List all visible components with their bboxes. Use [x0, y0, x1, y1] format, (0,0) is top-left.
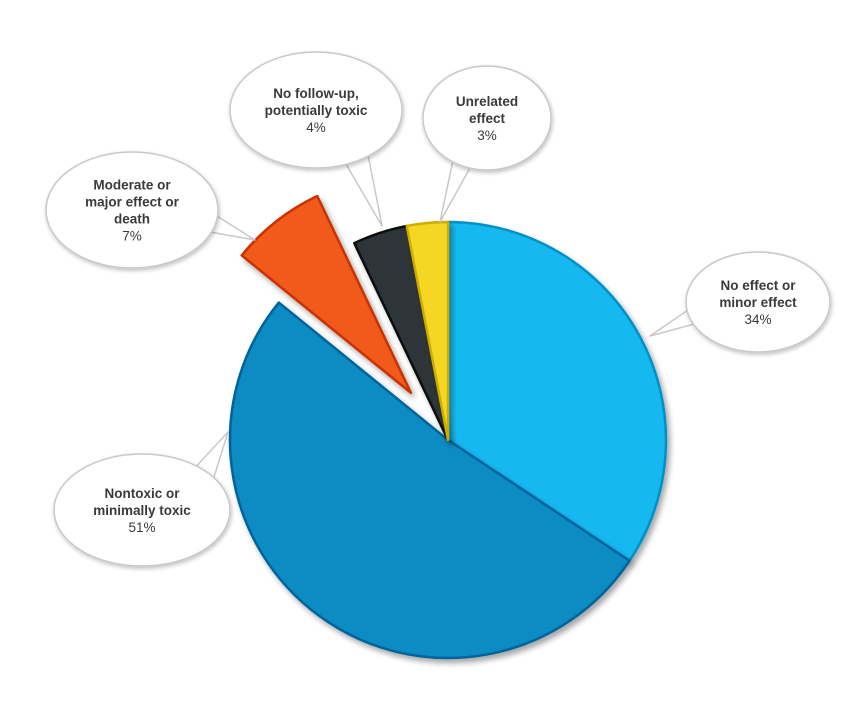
- callout-fill-4: [424, 67, 550, 169]
- callout-fill-0: [687, 253, 829, 351]
- slice-label-1-line-0: Nontoxic or: [104, 486, 180, 501]
- slice-label-2-line-0: Moderate or: [93, 178, 171, 193]
- slice-label-0-line-0: No effect or: [720, 278, 796, 293]
- callout-3: No follow-up, potentially toxic 4%: [229, 51, 403, 227]
- slice-value-4: 3%: [477, 128, 497, 143]
- slice-value-2: 7%: [122, 229, 142, 244]
- slice-value-1: 51%: [128, 520, 155, 535]
- callout-2: Moderate or major effect or death 7%: [45, 151, 256, 269]
- slice-value-0: 34%: [744, 312, 771, 327]
- callout-pointer-4: [439, 158, 472, 223]
- slice-label-2-line-2: death: [114, 212, 150, 227]
- callout-pointer-3: [344, 152, 383, 227]
- pie-slice-1: [228, 301, 631, 660]
- callout-1: Nontoxic or minimally toxic 51%: [53, 431, 231, 567]
- slice-value-3: 4%: [306, 120, 326, 135]
- callout-fill-3: [231, 53, 401, 167]
- callout-fill-1: [55, 455, 229, 565]
- slice-label-4-line-1: effect: [469, 111, 506, 126]
- slice-label-3-line-0: No follow-up,: [273, 86, 358, 101]
- callout-0: No effect or minor effect 34%: [649, 251, 831, 353]
- slice-label-2-line-1: major effect or: [85, 195, 180, 210]
- slice-label-3-line-1: potentially toxic: [265, 103, 368, 118]
- pie-slice-2: [240, 194, 413, 395]
- callout-4: Unrelated effect 3%: [422, 65, 552, 223]
- callout-fill-2: [47, 153, 217, 267]
- pie-slice-4: [405, 220, 450, 442]
- slice-label-1-line-1: minimally toxic: [93, 503, 191, 518]
- slice-label-0-line-1: minor effect: [719, 295, 797, 310]
- slice-label-4-line-0: Unrelated: [456, 94, 518, 109]
